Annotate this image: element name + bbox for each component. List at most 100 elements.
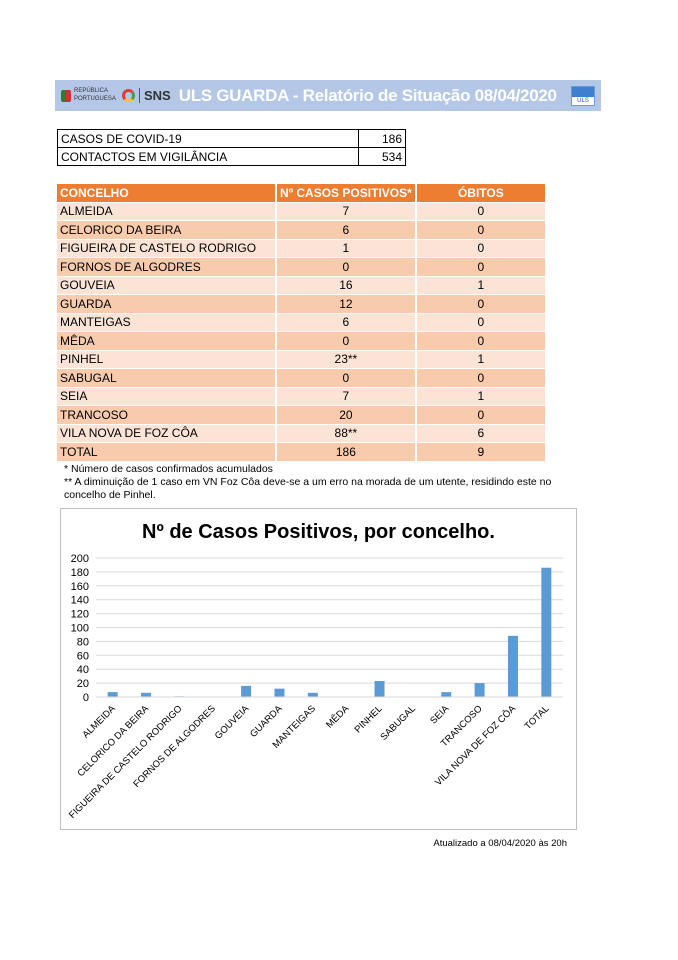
casos-cell: 16: [277, 276, 415, 294]
table-row: PINHEL 23** 1: [57, 350, 545, 368]
y-tick-label: 140: [71, 595, 89, 607]
x-tick-label: SEIA: [428, 703, 452, 727]
obitos-cell: 0: [416, 332, 545, 350]
table-row: FORNOS DE ALGODRES 0 0: [57, 258, 545, 276]
bar: [107, 692, 118, 697]
summary-table: CASOS DE COVID-19 186 CONTACTOS EM VIGILÂ…: [56, 129, 406, 166]
casos-cell: 88**: [277, 424, 415, 442]
bar: [241, 685, 252, 697]
casos-cell: 0: [277, 258, 415, 276]
obitos-cell: 0: [416, 221, 545, 239]
summary-row: CASOS DE COVID-19 186: [56, 129, 406, 148]
summary-label: CASOS DE COVID-19: [56, 129, 360, 148]
bar: [507, 635, 518, 697]
concelho-cell: FORNOS DE ALGODRES: [57, 258, 275, 276]
report-title: ULS GUARDA - Relatório de Situação 08/04…: [178, 85, 557, 105]
summary-value: 186: [358, 129, 406, 148]
x-tick-label: TOTAL: [523, 703, 552, 732]
obitos-cell: 1: [416, 387, 545, 405]
table-row: TRANCOSO 20 0: [57, 406, 545, 424]
concelho-cell: MÊDA: [57, 332, 275, 350]
obitos-cell: 0: [416, 239, 545, 257]
summary-value: 534: [358, 147, 406, 166]
chart-title: Nº de Casos Positivos, por concelho.: [142, 521, 495, 543]
x-tick-label: SABUGAL: [378, 703, 418, 743]
report-header: REPÚBLICA PORTUGUESA SNS ULS GUARDA - Re…: [55, 80, 601, 111]
concelho-cell: GOUVEIA: [57, 276, 275, 294]
updated-timestamp: Atualizado a 08/04/2020 às 20h: [433, 838, 567, 849]
x-tick-label: GOUVEIA: [213, 703, 252, 742]
casos-cell: 6: [277, 313, 415, 331]
casos-cell: 7: [277, 202, 415, 220]
obitos-cell: 1: [416, 350, 545, 368]
casos-cell: 6: [277, 221, 415, 239]
concelho-cell: MANTEIGAS: [57, 313, 275, 331]
bar: [274, 688, 285, 697]
republica-logo-text: REPÚBLICA PORTUGUESA: [74, 88, 116, 102]
concelho-cell: SABUGAL: [57, 369, 275, 387]
obitos-cell: 9: [416, 443, 545, 461]
y-tick-label: 0: [83, 692, 89, 704]
obitos-cell: 0: [416, 295, 545, 313]
obitos-cell: 1: [416, 276, 545, 294]
casos-cell: 0: [277, 332, 415, 350]
bar: [541, 567, 552, 697]
footnote: * Número de casos confirmados acumulados: [64, 463, 273, 475]
bar: [474, 683, 485, 697]
bar: [441, 692, 452, 697]
concelho-table: CONCELHO Nº CASOS POSITIVOS* ÓBITOS ALME…: [55, 183, 547, 462]
table-header-row: CONCELHO Nº CASOS POSITIVOS* ÓBITOS: [57, 184, 545, 202]
table-row: ALMEIDA 7 0: [57, 202, 545, 220]
obitos-cell: 0: [416, 258, 545, 276]
table-row: VILA NOVA DE FOZ CÔA 88** 6: [57, 424, 545, 442]
sns-logo-icon: [122, 89, 135, 102]
y-tick-label: 100: [71, 623, 89, 635]
footnotes: * Número de casos confirmados acumulados…: [64, 463, 564, 502]
x-tick-label: PINHEL: [353, 703, 385, 735]
table-row: TOTAL 186 9: [57, 443, 545, 461]
y-tick-label: 80: [77, 636, 89, 648]
y-tick-label: 160: [71, 581, 89, 593]
table-row: FIGUEIRA DE CASTELO RODRIGO 1 0: [57, 239, 545, 257]
table-row: SEIA 7 1: [57, 387, 545, 405]
obitos-cell: 0: [416, 313, 545, 331]
uls-logo-text: ULS: [577, 97, 589, 104]
y-tick-label: 60: [77, 650, 89, 662]
sns-label: SNS: [139, 88, 171, 103]
casos-cell: 0: [277, 369, 415, 387]
x-tick-label: MÊDA: [324, 703, 352, 731]
summary-label: CONTACTOS EM VIGILÂNCIA: [56, 147, 360, 166]
footnote: ** A diminuição de 1 caso em VN Foz Côa …: [64, 476, 552, 501]
casos-cell: 1: [277, 239, 415, 257]
concelho-cell: PINHEL: [57, 350, 275, 368]
obitos-cell: 0: [416, 369, 545, 387]
obitos-cell: 6: [416, 424, 545, 442]
concelho-cell: TRANCOSO: [57, 406, 275, 424]
casos-cell: 23**: [277, 350, 415, 368]
bar: [141, 692, 152, 697]
concelho-cell: CELORICO DA BEIRA: [57, 221, 275, 239]
column-header-concelho: CONCELHO: [57, 184, 275, 202]
y-tick-label: 180: [71, 567, 89, 579]
concelho-cell: GUARDA: [57, 295, 275, 313]
y-tick-label: 20: [77, 678, 89, 690]
concelho-cell: VILA NOVA DE FOZ CÔA: [57, 424, 275, 442]
table-row: CELORICO DA BEIRA 6 0: [57, 221, 545, 239]
chart-container: Nº de Casos Positivos, por concelho. 0 20…: [60, 508, 577, 830]
summary-row: CONTACTOS EM VIGILÂNCIA 534: [56, 147, 406, 166]
republica-portuguesa-logo-icon: [61, 89, 71, 102]
uls-logo-icon: ULS: [571, 85, 595, 106]
y-tick-label: 40: [77, 664, 89, 676]
obitos-cell: 0: [416, 202, 545, 220]
table-row: SABUGAL 0 0: [57, 369, 545, 387]
table-row: MÊDA 0 0: [57, 332, 545, 350]
bar: [374, 681, 385, 697]
concelho-cell: SEIA: [57, 387, 275, 405]
column-header-obitos: ÓBITOS: [416, 184, 545, 202]
y-tick-label: 120: [71, 609, 89, 621]
casos-cell: 12: [277, 295, 415, 313]
table-row: GOUVEIA 16 1: [57, 276, 545, 294]
y-tick-label: 200: [71, 553, 89, 565]
casos-cell: 186: [277, 443, 415, 461]
obitos-cell: 0: [416, 406, 545, 424]
